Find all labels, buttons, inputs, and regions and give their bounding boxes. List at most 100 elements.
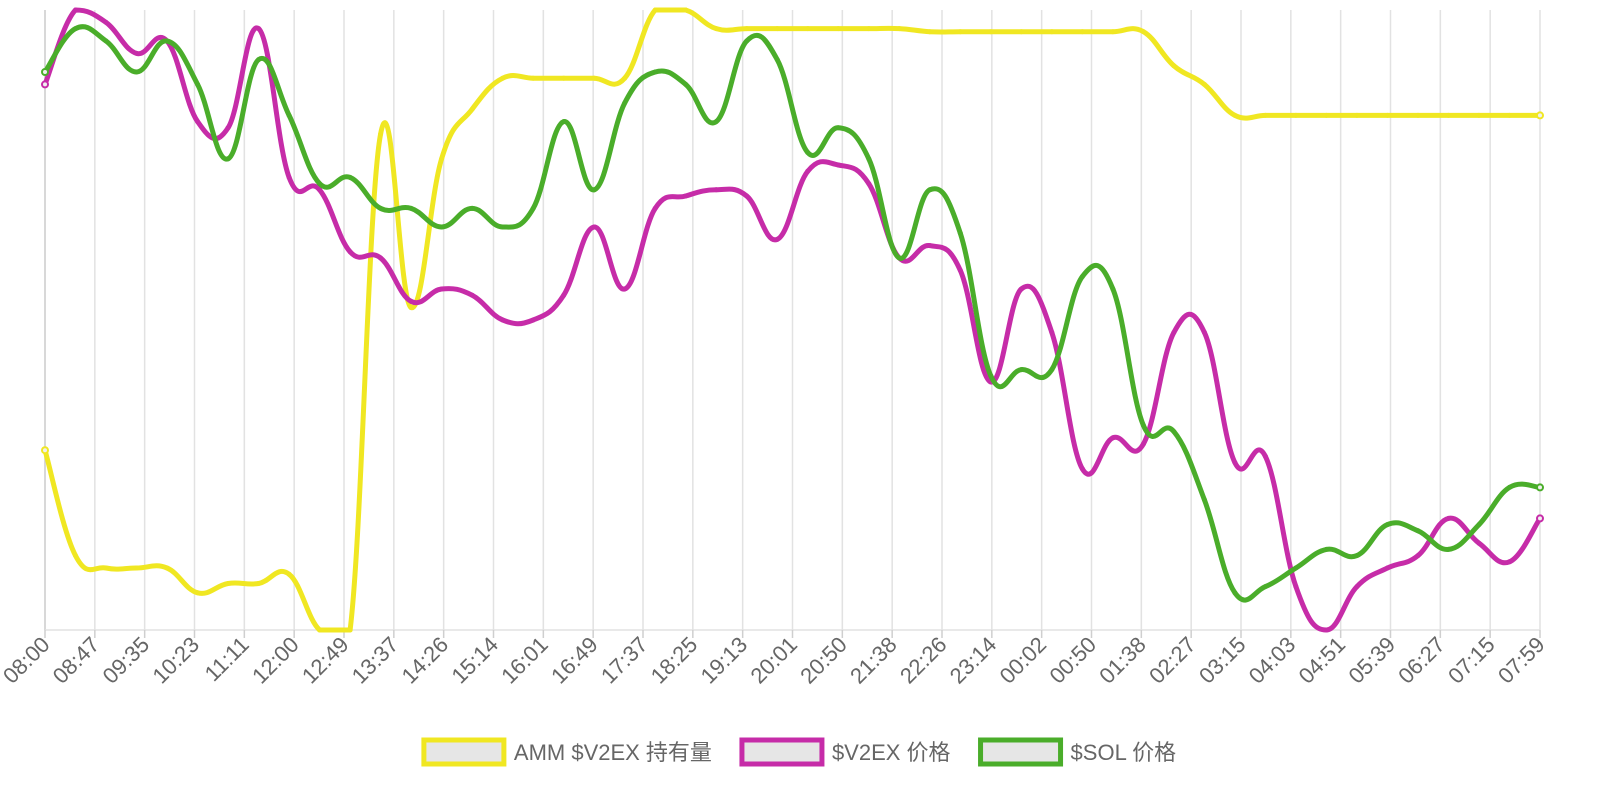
x-tick-label: 06:27 — [1393, 632, 1450, 689]
x-tick-label: 21:38 — [845, 632, 902, 689]
x-tick-label: 05:39 — [1343, 632, 1400, 689]
data-point — [500, 224, 506, 230]
data-point — [774, 26, 780, 32]
x-tick-label: 16:01 — [496, 632, 553, 689]
data-point — [927, 243, 933, 249]
data-point — [1445, 515, 1451, 521]
series-start-point — [41, 80, 49, 89]
data-point — [1140, 29, 1146, 35]
data-point — [1079, 29, 1085, 35]
data-point — [73, 7, 79, 13]
data-point — [195, 81, 201, 87]
legend-item[interactable]: $SOL 价格 — [978, 737, 1177, 767]
data-point — [1506, 484, 1512, 490]
data-point — [347, 249, 353, 255]
legend-label: AMM $V2EX 持有量 — [514, 740, 712, 765]
data-point — [73, 26, 79, 32]
data-point — [683, 81, 689, 87]
data-point — [469, 292, 475, 298]
series-2 — [41, 24, 1544, 603]
data-point — [744, 193, 750, 199]
x-tick-label: 11:11 — [200, 632, 254, 686]
data-point — [1323, 627, 1329, 633]
x-tick-label: 07:15 — [1443, 632, 1500, 689]
data-point — [1384, 522, 1390, 528]
data-point — [835, 26, 841, 32]
data-point — [1415, 112, 1421, 118]
data-point — [103, 19, 109, 25]
data-point — [286, 174, 292, 180]
data-point — [439, 224, 445, 230]
x-tick-label: 08:00 — [0, 632, 55, 689]
data-point — [73, 553, 79, 559]
data-point — [134, 69, 140, 75]
legend-item[interactable]: $V2EX 价格 — [739, 737, 951, 767]
data-point — [378, 255, 384, 261]
data-point — [622, 75, 628, 81]
data-point — [408, 305, 414, 311]
data-point — [1476, 540, 1482, 546]
data-point — [225, 125, 231, 131]
data-point — [103, 565, 109, 571]
data-point — [1476, 522, 1482, 528]
x-tick-label: 04:03 — [1244, 632, 1301, 689]
data-point — [957, 29, 963, 35]
data-point — [1262, 453, 1268, 459]
x-tick-label: 10:23 — [147, 632, 204, 689]
data-point — [744, 38, 750, 44]
x-tick-label: 02:27 — [1144, 632, 1201, 689]
data-point — [1049, 29, 1055, 35]
data-point — [195, 119, 201, 125]
series-line — [42, 7, 1543, 633]
data-point — [1232, 112, 1238, 118]
data-point — [1018, 29, 1024, 35]
x-tick-label: 23:14 — [945, 632, 1002, 689]
data-point — [1079, 466, 1085, 472]
data-point — [1354, 584, 1360, 590]
data-point — [286, 571, 292, 577]
data-point — [591, 75, 597, 81]
data-point — [530, 205, 536, 211]
data-point — [256, 26, 262, 32]
data-point — [225, 581, 231, 586]
data-point — [957, 267, 963, 273]
x-tick-label: 20:50 — [795, 632, 852, 689]
data-point — [805, 26, 811, 32]
data-point — [744, 26, 750, 32]
data-point — [439, 156, 445, 162]
legend-item[interactable]: AMM $V2EX 持有量 — [421, 737, 712, 767]
data-point — [1018, 367, 1024, 373]
data-point — [896, 26, 902, 32]
data-point — [1293, 565, 1299, 571]
legend-label: $V2EX 价格 — [832, 740, 951, 765]
data-point — [256, 581, 262, 586]
x-tick-label: 13:37 — [347, 632, 404, 689]
data-point — [1415, 528, 1421, 534]
legend: AMM $V2EX 持有量 $V2EX 价格 $SOL 价格 — [421, 737, 1177, 767]
data-point — [439, 286, 445, 292]
data-point — [195, 590, 201, 596]
data-point — [652, 205, 658, 211]
data-point — [469, 205, 475, 211]
data-point — [1476, 112, 1482, 118]
data-point — [1323, 112, 1329, 118]
data-point — [469, 106, 475, 112]
data-point — [805, 150, 811, 156]
data-point — [957, 230, 963, 236]
data-point — [1293, 584, 1299, 590]
data-point — [683, 7, 689, 13]
data-point — [1110, 286, 1116, 292]
data-point — [317, 627, 323, 633]
data-point — [1506, 112, 1512, 118]
data-point — [1201, 81, 1207, 87]
data-point — [225, 156, 231, 162]
data-point — [378, 131, 384, 137]
data-point — [1384, 565, 1390, 571]
data-point — [1140, 441, 1146, 447]
x-tick-label: 15:14 — [446, 632, 503, 689]
data-point — [927, 187, 933, 193]
legend-swatch — [421, 737, 507, 767]
data-point — [774, 57, 780, 63]
